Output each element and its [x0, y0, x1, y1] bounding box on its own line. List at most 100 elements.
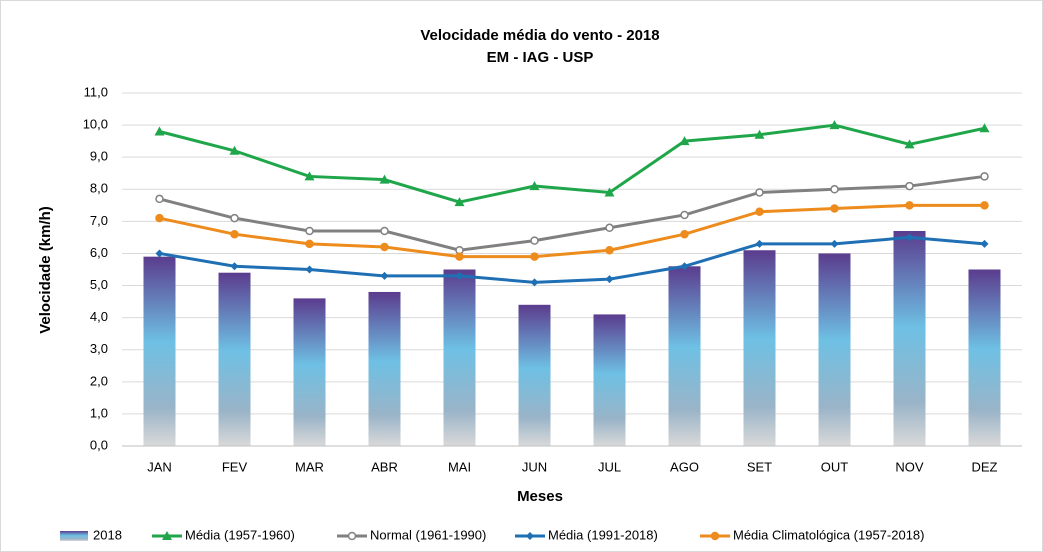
x-tick-label: AGO	[670, 459, 699, 474]
y-tick-label: 1,0	[90, 405, 108, 420]
bar	[443, 269, 476, 446]
marker	[229, 145, 240, 155]
legend-marker	[162, 531, 172, 540]
marker	[530, 236, 539, 245]
marker	[980, 239, 989, 248]
y-tick-label: 10,0	[83, 117, 108, 132]
marker	[230, 213, 239, 223]
marker	[230, 229, 239, 239]
marker	[305, 239, 314, 249]
marker	[680, 229, 689, 239]
marker	[304, 171, 315, 181]
marker	[380, 271, 389, 280]
marker	[980, 201, 989, 210]
legend-swatch	[60, 531, 88, 541]
marker	[380, 242, 389, 252]
marker	[230, 262, 239, 271]
legend-marker	[710, 531, 720, 541]
x-tick-label: NOV	[895, 459, 924, 474]
line	[159, 203, 985, 259]
x-tick-label: JUN	[522, 459, 547, 474]
marker	[605, 245, 614, 255]
line	[159, 235, 985, 284]
marker	[455, 271, 464, 280]
marker	[155, 213, 164, 223]
y-tick-label: 4,0	[90, 309, 108, 324]
bar	[518, 304, 551, 446]
bar	[818, 253, 851, 446]
marker	[529, 181, 540, 191]
marker	[530, 278, 539, 287]
marker	[455, 252, 464, 261]
line	[159, 174, 985, 252]
marker	[830, 239, 839, 248]
marker	[755, 188, 764, 197]
marker	[454, 197, 465, 207]
legend-label: Média (1991-2018)	[548, 527, 658, 542]
marker	[680, 210, 689, 220]
marker	[905, 233, 914, 242]
legend-label: Média (1957-1960)	[185, 527, 295, 542]
x-tick-label: JUL	[598, 459, 621, 474]
marker	[380, 226, 389, 236]
bar	[893, 230, 926, 446]
line	[159, 123, 985, 204]
y-tick-label: 2,0	[90, 373, 108, 388]
legend-label: 2018	[93, 527, 122, 542]
marker	[679, 136, 690, 146]
marker	[755, 207, 764, 216]
bar	[368, 291, 401, 446]
chart-title: Velocidade média do vento - 2018	[420, 27, 659, 44]
marker	[605, 275, 614, 284]
y-tick-label: 5,0	[90, 277, 108, 292]
marker	[305, 265, 314, 274]
marker	[755, 239, 764, 248]
x-axis-label: Meses	[517, 488, 563, 505]
x-tick-label: DEZ	[972, 459, 998, 474]
marker	[604, 187, 615, 197]
y-axis-label: Velocidade (km/h)	[37, 206, 54, 334]
x-tick-label: OUT	[821, 459, 849, 474]
marker	[155, 194, 164, 204]
y-tick-label: 8,0	[90, 181, 108, 196]
legend-label: Média Climatológica (1957-2018)	[733, 527, 925, 542]
y-tick-label: 11,0	[84, 84, 108, 99]
marker	[904, 139, 915, 149]
marker	[905, 181, 914, 191]
legend-label: Normal (1961-1990)	[370, 527, 486, 542]
marker	[754, 129, 765, 139]
y-tick-label: 6,0	[90, 245, 108, 260]
marker	[530, 252, 539, 261]
marker	[829, 120, 840, 130]
marker	[379, 174, 390, 184]
x-tick-label: FEV	[222, 459, 248, 474]
x-tick-label: JAN	[147, 459, 172, 474]
x-tick-label: ABR	[371, 459, 398, 474]
y-tick-label: 0,0	[90, 437, 108, 452]
marker	[980, 172, 989, 181]
marker	[680, 262, 689, 271]
y-tick-label: 7,0	[90, 213, 108, 228]
marker	[155, 249, 164, 258]
bar	[143, 256, 176, 446]
bar	[293, 298, 326, 446]
y-tick-label: 9,0	[90, 149, 108, 164]
chart-subtitle: EM - IAG - USP	[487, 49, 594, 66]
marker	[154, 126, 165, 136]
marker	[979, 123, 990, 133]
legend-marker	[526, 532, 534, 540]
legend-marker	[347, 531, 357, 541]
marker	[830, 204, 839, 213]
bar	[593, 314, 626, 446]
y-tick-label: 3,0	[90, 341, 108, 356]
marker	[605, 223, 614, 233]
bar	[968, 269, 1001, 446]
marker	[830, 185, 839, 194]
bar	[668, 266, 701, 446]
x-tick-label: MAI	[448, 459, 471, 474]
bar	[218, 272, 251, 446]
x-tick-label: MAR	[295, 459, 324, 474]
bar	[743, 250, 776, 446]
marker	[905, 201, 914, 210]
